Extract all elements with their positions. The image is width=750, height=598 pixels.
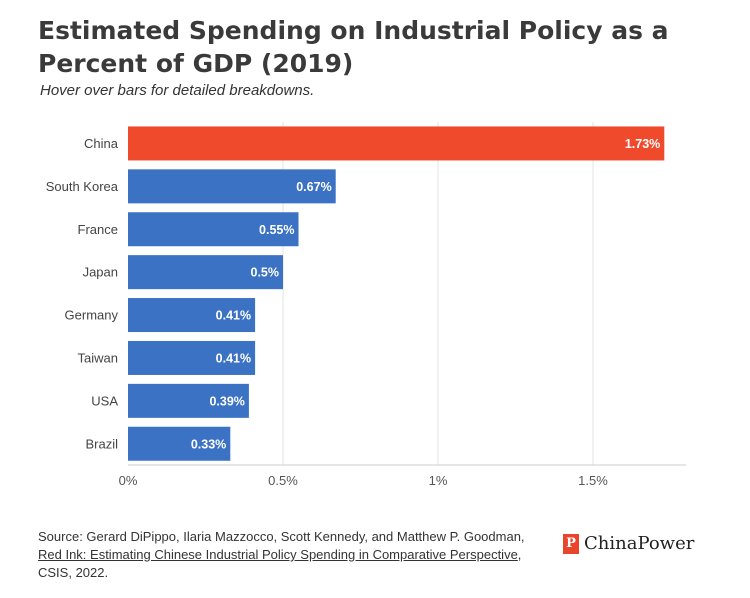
source-note: Source: Gerard DiPippo, Ilaria Mazzocco,… (38, 528, 538, 582)
data-label: 0.41% (216, 309, 251, 323)
chinapower-logo[interactable]: P ChinaPower (563, 533, 694, 554)
x-tick-label: 0% (119, 473, 138, 488)
x-tick-label: 0.5% (268, 473, 298, 488)
bar-germany[interactable] (128, 298, 256, 333)
category-label: Brazil (85, 436, 118, 451)
chinapower-logo-icon: P (563, 533, 579, 554)
category-label: Japan (83, 265, 118, 280)
bar-japan[interactable] (128, 255, 283, 290)
chart-title: Estimated Spending on Industrial Policy … (38, 16, 669, 78)
category-label: South Korea (46, 179, 119, 194)
data-label: 0.67% (296, 180, 331, 194)
source-link[interactable]: Red Ink: Estimating Chinese Industrial P… (38, 547, 518, 562)
category-label: China (84, 136, 119, 151)
data-label: 1.73% (625, 137, 660, 151)
category-label: Taiwan (78, 350, 118, 365)
x-tick-label: 1.5% (578, 473, 608, 488)
data-label: 0.39% (209, 394, 244, 408)
bar-china[interactable] (128, 126, 665, 161)
data-label: 0.55% (259, 223, 294, 237)
category-label: France (78, 222, 118, 237)
logo-text: ChinaPower (584, 533, 695, 554)
data-label: 0.5% (251, 266, 280, 280)
x-tick-label: 1% (429, 473, 448, 488)
bar-france[interactable] (128, 212, 299, 247)
source-text: Source: Gerard DiPippo, Ilaria Mazzocco,… (38, 529, 525, 544)
category-label: Germany (65, 308, 119, 323)
bar-chart: China 1.73% South Korea 0.67% France 0.55% Jap… (46, 122, 686, 488)
category-label: USA (91, 393, 118, 408)
bar-south-korea[interactable] (128, 169, 336, 204)
bar-taiwan[interactable] (128, 340, 256, 375)
bar-usa[interactable] (128, 383, 249, 418)
source-suffix: , CSIS, 2022. (38, 547, 522, 580)
bar-brazil[interactable] (128, 426, 231, 461)
chart-subtitle: Hover over bars for detailed breakdowns. (40, 82, 315, 99)
data-label: 0.33% (191, 437, 226, 451)
data-label: 0.41% (216, 351, 251, 365)
